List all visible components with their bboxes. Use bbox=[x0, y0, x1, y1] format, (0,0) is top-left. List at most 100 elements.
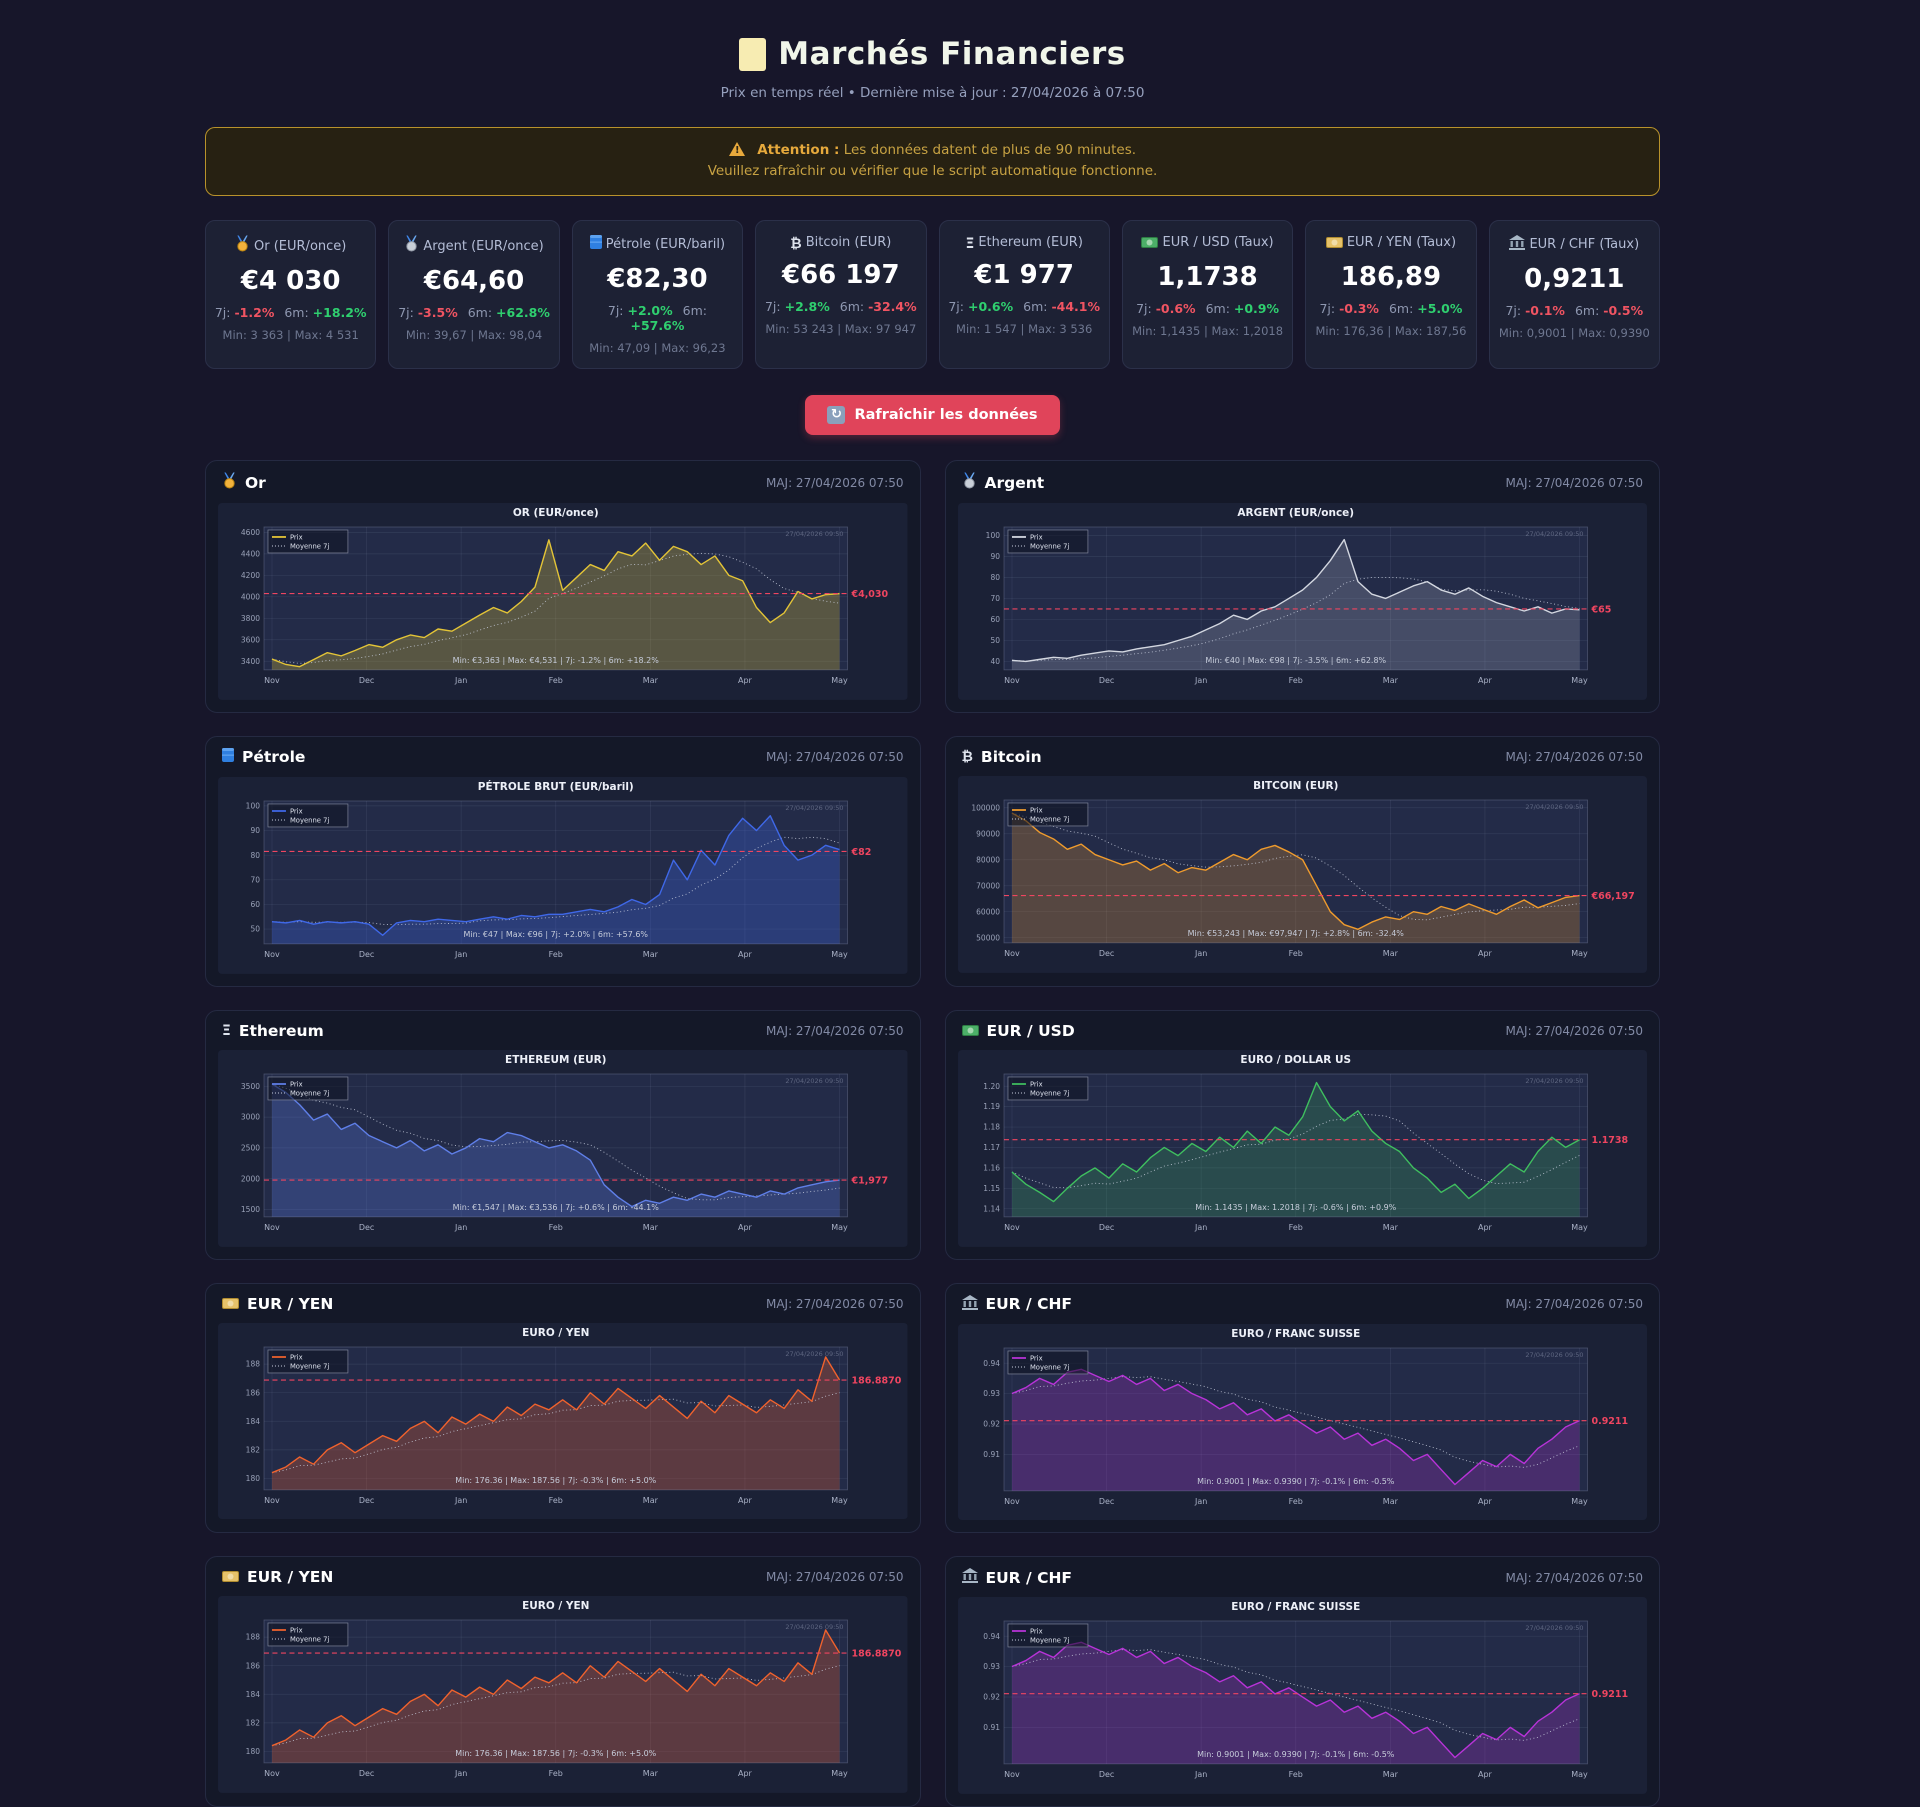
chart-panel-title-text: Argent bbox=[984, 473, 1045, 492]
svg-text:Moyenne 7j: Moyenne 7j bbox=[1029, 543, 1068, 551]
price-card: Ξ Ethereum (EUR) €1 977 7j: +0.6% 6m: -44.1%… bbox=[938, 219, 1110, 370]
card-minmax: Min: 3 363 | Max: 4 531 bbox=[222, 327, 359, 342]
chart-panel-header: EUR / YEN MAJ: 27/04/2026 07:50 bbox=[206, 1557, 920, 1596]
svg-text:Feb: Feb bbox=[549, 1223, 563, 1232]
chart-panel-eur-chf: EUR / CHF MAJ: 27/04/2026 07:50 Nov Dec Jan F… bbox=[944, 1282, 1660, 1534]
chart-panel-title-text: Ethereum bbox=[238, 1021, 324, 1040]
svg-text:Mar: Mar bbox=[643, 1769, 659, 1778]
svg-text:Dec: Dec bbox=[359, 1223, 374, 1232]
svg-text:60: 60 bbox=[250, 900, 260, 909]
change-7d-value: -0.6% bbox=[1155, 300, 1196, 316]
svg-text:Nov: Nov bbox=[264, 676, 280, 685]
svg-text:Apr: Apr bbox=[738, 1223, 753, 1232]
chart-panel-title: EUR / CHF bbox=[961, 1568, 1072, 1587]
chart-panel-header: Argent MAJ: 27/04/2026 07:50 bbox=[946, 461, 1660, 503]
change-6m-value: +62.8% bbox=[496, 304, 550, 320]
chart-panel-bitcoin: ₿ Bitcoin MAJ: 27/04/2026 07:50 Nov Dec Jan Fe… bbox=[944, 735, 1660, 987]
chart-svg-or: Nov Dec Jan Feb Mar Apr May 4600 4400 4200 4000 380… bbox=[218, 503, 908, 700]
change-6m-value: +57.6% bbox=[630, 317, 685, 333]
svg-text:€4,030: €4,030 bbox=[851, 589, 889, 600]
svg-text:Moyenne 7j: Moyenne 7j bbox=[1029, 1637, 1068, 1645]
svg-text:Nov: Nov bbox=[1004, 1770, 1020, 1779]
svg-text:27/04/2026 09:50: 27/04/2026 09:50 bbox=[785, 1623, 843, 1631]
chart-panel-eur-chf: EUR / CHF MAJ: 27/04/2026 07:50 Nov Dec Jan F… bbox=[944, 1556, 1660, 1807]
svg-text:Nov: Nov bbox=[264, 1769, 280, 1778]
card-minmax: Min: 39,67 | Max: 98,04 bbox=[405, 327, 543, 342]
svg-text:Jan: Jan bbox=[1194, 1770, 1207, 1779]
svg-text:Min: 1.1435 | Max: 1.2018 | 7j: Min: 1.1435 | Max: 1.2018 | 7j: -0.6% | … bbox=[1195, 1203, 1396, 1212]
card-price: €82,30 bbox=[607, 263, 708, 294]
svg-text:Nov: Nov bbox=[1004, 949, 1020, 958]
chart-panel-header: EUR / YEN MAJ: 27/04/2026 07:50 bbox=[206, 1284, 920, 1323]
svg-text:Apr: Apr bbox=[738, 950, 753, 959]
svg-text:Moyenne 7j: Moyenne 7j bbox=[1029, 1363, 1068, 1371]
svg-text:Prix: Prix bbox=[290, 807, 303, 815]
change-7d-value: +2.8% bbox=[784, 298, 830, 314]
chart-panel-argent: Argent MAJ: 27/04/2026 07:50 Nov Dec Jan Feb M… bbox=[944, 460, 1660, 713]
card-label: EUR / USD (Taux) bbox=[1130, 235, 1285, 254]
svg-text:60: 60 bbox=[990, 615, 1000, 624]
card-changes: 7j: -1.2% 6m: +18.2% bbox=[213, 305, 368, 320]
silver-medal-icon bbox=[962, 472, 977, 493]
card-price: 0,9211 bbox=[1524, 263, 1625, 294]
svg-text:May: May bbox=[831, 676, 848, 685]
card-changes: 7j: +2.0% 6m: +57.6% bbox=[580, 303, 735, 333]
svg-text:Min: €53,243 | Max: €97,947 |: Min: €53,243 | Max: €97,947 | 7j: +2.8% … bbox=[1187, 929, 1404, 938]
svg-text:Apr: Apr bbox=[1478, 676, 1493, 685]
svg-text:27/04/2026 09:50: 27/04/2026 09:50 bbox=[1525, 803, 1583, 811]
chart-panel-maj: MAJ: 27/04/2026 07:50 bbox=[765, 475, 904, 490]
dollar-banknote-icon bbox=[1141, 236, 1159, 254]
svg-text:Prix: Prix bbox=[290, 1353, 303, 1361]
svg-text:Prix: Prix bbox=[1029, 1354, 1042, 1362]
change-7d-label: 7j: bbox=[1136, 300, 1156, 316]
svg-text:Min: €47 | Max: €96 | 7j: +2.0: Min: €47 | Max: €96 | 7j: +2.0% | 6m: +5… bbox=[463, 930, 648, 939]
svg-text:Min: €3,363 | Max: €4,531 | 7j: Min: €3,363 | Max: €4,531 | 7j: -1.2% | … bbox=[453, 656, 660, 665]
change-7d-value: -0.1% bbox=[1525, 302, 1565, 318]
ethereum-icon: Ξ bbox=[965, 235, 975, 252]
chart-panel-title-text: Bitcoin bbox=[980, 747, 1042, 766]
svg-text:May: May bbox=[831, 1769, 848, 1778]
change-7d-value: -0.3% bbox=[1339, 300, 1379, 316]
svg-text:Feb: Feb bbox=[1288, 676, 1302, 685]
card-label: Or (EUR/once) bbox=[213, 235, 368, 258]
svg-text:May: May bbox=[1571, 1770, 1588, 1779]
svg-text:Jan: Jan bbox=[454, 1495, 467, 1504]
svg-text:May: May bbox=[1571, 1496, 1588, 1505]
chart-image: Nov Dec Jan Feb Mar Apr May 0.94 0.93 0.92 0.91 0.9… bbox=[957, 1597, 1648, 1795]
chart-image: Nov Dec Jan Feb Mar Apr May 188 186 184 182 180 186.… bbox=[218, 1322, 908, 1520]
svg-text:Feb: Feb bbox=[1288, 949, 1302, 958]
svg-text:Nov: Nov bbox=[1004, 1223, 1020, 1232]
chart-image: Nov Dec Jan Feb Mar Apr May 1.20 1.19 1.18 1.17 1.1… bbox=[957, 1049, 1648, 1247]
silver-medal-icon bbox=[404, 235, 419, 258]
card-label-text: Argent (EUR/once) bbox=[423, 238, 544, 254]
chart-panel-maj: MAJ: 27/04/2026 07:50 bbox=[765, 1296, 904, 1311]
refresh-icon bbox=[827, 406, 846, 425]
change-7d-label: 7j: bbox=[948, 298, 968, 314]
svg-text:0.94: 0.94 bbox=[983, 1358, 1000, 1367]
warning-title: Attention : bbox=[757, 141, 840, 158]
svg-text:May: May bbox=[831, 950, 848, 959]
refresh-row: Rafraîchir les données bbox=[205, 395, 1660, 436]
svg-text:70: 70 bbox=[250, 875, 260, 884]
chart-panel-title-text: EUR / YEN bbox=[247, 1294, 334, 1313]
svg-text:Prix: Prix bbox=[290, 1080, 303, 1088]
chart-panel-maj: MAJ: 27/04/2026 07:50 bbox=[1505, 749, 1643, 764]
chart-panel-eur-usd: EUR / USD MAJ: 27/04/2026 07:50 Nov Dec Jan F… bbox=[944, 1009, 1660, 1260]
svg-text:Dec: Dec bbox=[1098, 1770, 1113, 1779]
svg-text:27/04/2026 09:50: 27/04/2026 09:50 bbox=[1525, 1351, 1583, 1359]
page-container: Marchés Financiers Prix en temps réel • … bbox=[205, 0, 1660, 1807]
svg-text:100: 100 bbox=[246, 801, 261, 810]
svg-text:May: May bbox=[831, 1223, 848, 1232]
refresh-button[interactable]: Rafraîchir les données bbox=[805, 395, 1060, 436]
change-6m-value: +18.2% bbox=[312, 304, 367, 320]
svg-text:50: 50 bbox=[250, 925, 260, 934]
svg-text:OR (EUR/once): OR (EUR/once) bbox=[513, 507, 599, 519]
card-price: 186,89 bbox=[1340, 261, 1442, 292]
change-7d-value: -1.2% bbox=[234, 304, 275, 320]
svg-text:EURO / FRANC SUISSE: EURO / FRANC SUISSE bbox=[1231, 1328, 1360, 1340]
card-label-text: Ethereum (EUR) bbox=[978, 234, 1083, 250]
svg-text:182: 182 bbox=[246, 1445, 261, 1454]
chart-svg-argent: Nov Dec Jan Feb Mar Apr May 100 90 80 70 60 50 40 €65 A… bbox=[957, 503, 1647, 700]
card-label-text: EUR / YEN (Taux) bbox=[1346, 234, 1457, 250]
chart-panel-title: Or bbox=[222, 472, 266, 493]
